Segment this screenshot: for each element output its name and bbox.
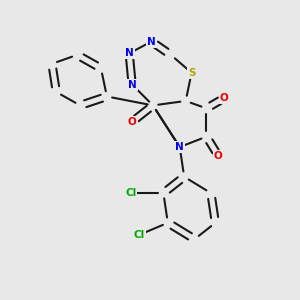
Text: O: O bbox=[128, 117, 136, 127]
Text: Cl: Cl bbox=[134, 230, 145, 240]
Text: N: N bbox=[125, 48, 134, 59]
Text: O: O bbox=[214, 151, 223, 161]
Text: N: N bbox=[128, 80, 136, 90]
Text: S: S bbox=[188, 68, 195, 78]
Text: N: N bbox=[147, 37, 156, 46]
Text: Cl: Cl bbox=[125, 188, 136, 198]
Text: O: O bbox=[220, 93, 229, 103]
Text: N: N bbox=[175, 142, 184, 152]
